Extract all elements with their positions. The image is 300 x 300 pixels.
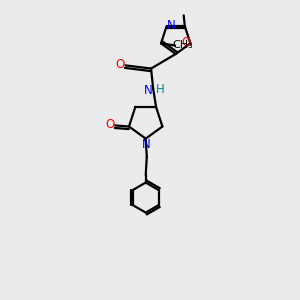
Text: O: O <box>116 58 124 71</box>
Text: O: O <box>105 118 114 131</box>
Text: O: O <box>181 36 190 49</box>
Text: N: N <box>167 19 176 32</box>
Text: N: N <box>142 138 150 151</box>
Text: H: H <box>156 83 164 96</box>
Text: N: N <box>144 84 153 97</box>
Text: CH₃: CH₃ <box>173 40 194 50</box>
